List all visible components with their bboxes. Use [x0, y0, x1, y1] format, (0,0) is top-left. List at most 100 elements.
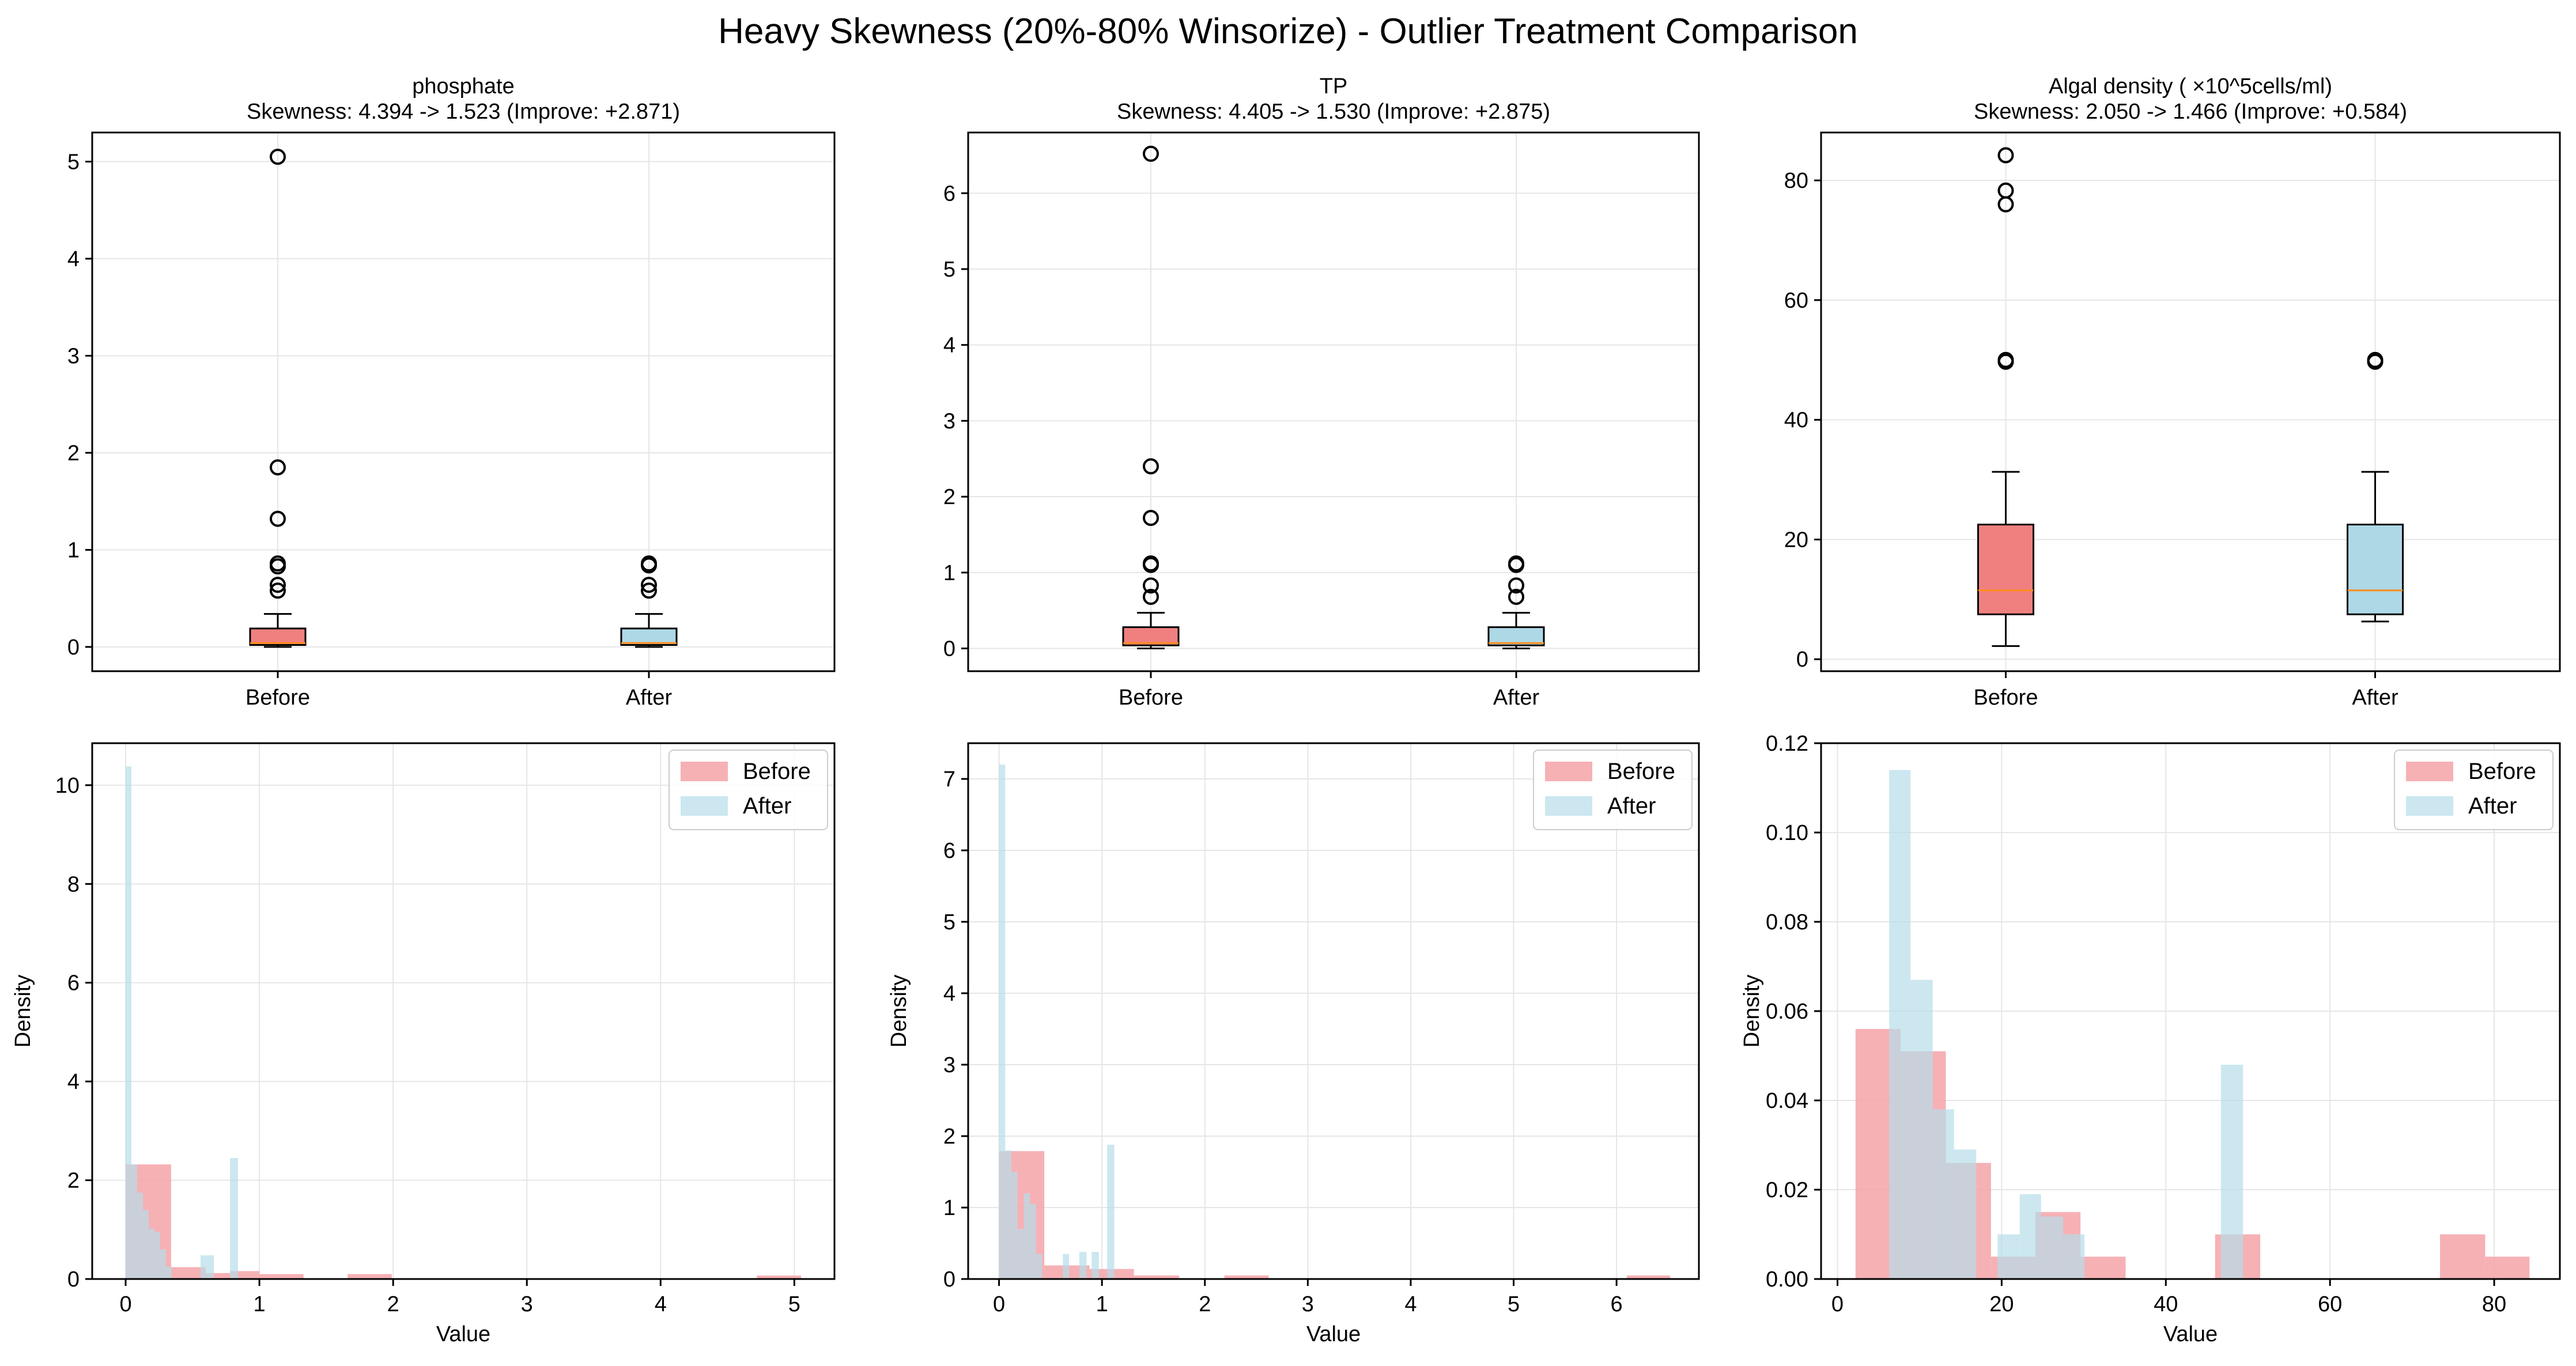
legend: Before After	[668, 750, 828, 830]
x-tick-label: 3	[1302, 1292, 1314, 1316]
histogram-bar	[2041, 1216, 2064, 1279]
outlier-point	[1508, 577, 1524, 594]
chart-panel-4: 0 2 4 6 8 10 0 1 2 3 4 5 Value Density Before After	[11, 742, 836, 1346]
histogram-bar	[1997, 1234, 2020, 1279]
histogram-bar	[1079, 1251, 1087, 1279]
legend-swatch	[2406, 796, 2453, 816]
outlier-point	[1143, 557, 1159, 573]
hist-series-after	[999, 765, 1115, 1279]
y-tick-label: 3	[943, 409, 955, 433]
y-tick-label: 0	[1796, 648, 1808, 672]
y-tick-label: 10	[55, 774, 80, 798]
x-axis-label: Value	[436, 1322, 490, 1346]
x-tick-label: 0	[119, 1292, 131, 1316]
histogram-bar	[2440, 1234, 2486, 1279]
y-tick-label: 1	[67, 538, 80, 562]
legend-swatch	[681, 762, 728, 781]
x-tick-label: 60	[2318, 1292, 2342, 1316]
y-tick-label: 6	[943, 839, 955, 863]
outlier-point	[1143, 145, 1159, 162]
panel-title: Algal density ( ×10^5cells/ml)	[2049, 74, 2332, 99]
y-tick-label: 6	[67, 971, 80, 996]
y-tick-label: 4	[67, 247, 80, 271]
outlier-point	[1997, 147, 2014, 164]
legend-swatch	[681, 796, 728, 816]
y-tick-label: 2	[943, 1125, 955, 1149]
box-before	[1122, 145, 1180, 649]
x-tick-label: 40	[2154, 1292, 2178, 1316]
x-tick-label: Before	[1974, 686, 2038, 710]
y-tick-label: 0.02	[1766, 1178, 1808, 1202]
histogram-bar	[2063, 1234, 2085, 1279]
histogram-bar	[154, 1232, 160, 1279]
outlier-point	[641, 577, 657, 593]
y-tick-label: 0	[67, 635, 80, 660]
histogram-bar	[148, 1228, 154, 1279]
outlier-point	[270, 459, 286, 476]
x-tick-label: 1	[1096, 1292, 1108, 1316]
y-tick-label: 60	[1784, 289, 1808, 313]
histogram-bar	[1017, 1229, 1024, 1279]
histogram-bar	[1063, 1254, 1070, 1279]
histogram-bar	[1036, 1254, 1043, 1279]
hist-series-after	[1889, 770, 2243, 1279]
chart-panel-5: 0 1 2 3 4 5 6 7 0 1 2 3 4 5 6 Value Density Before After	[887, 742, 1700, 1346]
histogram-bar	[1932, 1109, 1954, 1279]
histogram-bar	[1910, 979, 1933, 1279]
y-tick-label: 7	[943, 767, 955, 792]
x-tick-label: After	[1493, 686, 1540, 710]
x-tick-label: 2	[1199, 1292, 1211, 1316]
outlier-point	[1508, 557, 1524, 573]
panel-subtitle: Skewness: 2.050 -> 1.466 (Improve: +0.58…	[1974, 100, 2407, 124]
box-before	[1977, 147, 2034, 647]
hist-series-before	[126, 1164, 801, 1279]
box-after	[1487, 555, 1545, 649]
histogram-bar	[137, 1193, 143, 1279]
panel-title: phosphate	[412, 74, 515, 99]
outlier-point	[1997, 196, 2014, 213]
histogram-bar	[259, 1274, 304, 1279]
y-axis-label: Density	[11, 975, 35, 1048]
plot-frame	[91, 131, 836, 672]
outlier-point	[1143, 509, 1159, 526]
histogram-bar	[165, 1266, 172, 1279]
histogram-bar	[1224, 1275, 1269, 1279]
y-tick-label: 2	[67, 441, 80, 466]
outlier-point	[270, 582, 286, 599]
x-tick-label: 0	[1831, 1292, 1844, 1316]
legend-label: Before	[1607, 759, 1675, 784]
y-tick-label: 20	[1784, 528, 1808, 552]
histogram-bar	[2080, 1257, 2126, 1279]
y-tick-label: 0	[943, 637, 955, 661]
histogram-bar	[200, 1255, 214, 1279]
panel-subtitle: Skewness: 4.405 -> 1.530 (Improve: +2.87…	[1117, 100, 1550, 124]
histogram-bar	[230, 1158, 238, 1279]
legend-swatch	[2406, 762, 2453, 781]
legend-swatch	[1545, 796, 1592, 816]
histogram-bar	[1023, 1193, 1030, 1279]
y-tick-label: 4	[943, 334, 955, 358]
y-tick-label: 2	[943, 485, 955, 509]
y-tick-label: 0.12	[1766, 732, 1808, 756]
y-tick-label: 3	[943, 1053, 955, 1077]
x-tick-label: 4	[1404, 1292, 1417, 1316]
box-iqr	[2347, 523, 2404, 615]
legend-swatch	[1545, 762, 1592, 781]
y-axis-label: Density	[887, 975, 911, 1048]
outlier-point	[270, 149, 286, 165]
histogram-bar	[131, 1164, 137, 1279]
plot-frame	[1820, 131, 2561, 672]
y-axis-label: Density	[1740, 975, 1764, 1048]
histogram-bar	[1011, 1172, 1018, 1279]
y-tick-label: 3	[67, 344, 80, 368]
histogram-bar	[999, 765, 1006, 1279]
y-tick-label: 1	[943, 1196, 955, 1220]
panel-title: TP	[1320, 74, 1348, 99]
histogram-bar	[1091, 1251, 1099, 1279]
y-tick-label: 5	[943, 258, 955, 282]
y-tick-label: 0.06	[1766, 1000, 1808, 1024]
box-before	[249, 149, 307, 648]
y-tick-label: 6	[943, 181, 955, 206]
legend-label: After	[743, 793, 791, 819]
